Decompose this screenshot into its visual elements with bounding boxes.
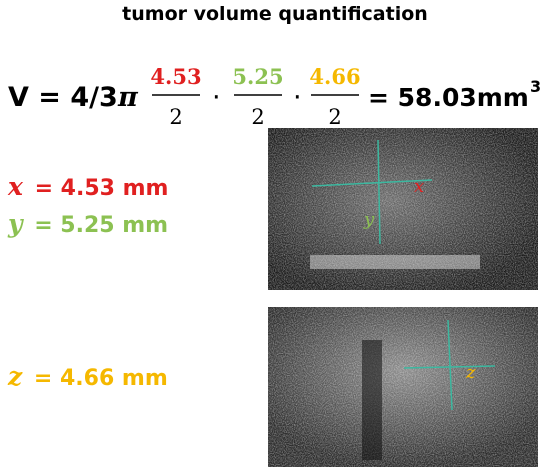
measurement: x = 4.53 mm <box>7 172 168 201</box>
formula-lhs: V = 4/3 <box>8 82 118 113</box>
measurement-text: = 5.25 mm <box>34 213 168 238</box>
numerator: 4.66 <box>309 64 360 89</box>
ultrasound-image: x y <box>268 128 538 290</box>
numerator: 5.25 <box>232 64 283 89</box>
image-label: z <box>465 362 476 383</box>
formula-result: = 58.03mm <box>368 83 529 112</box>
symbol: x <box>7 172 24 201</box>
image-label: x <box>414 176 424 197</box>
formula-exponent: 3 <box>530 77 541 96</box>
symbol: z <box>7 362 23 391</box>
ultrasound-image: z <box>268 307 538 467</box>
formula-pi: π <box>117 82 139 113</box>
measurement: y = 5.25 mm <box>7 209 168 238</box>
dot: · <box>212 82 221 113</box>
measurement-text: = 4.66 mm <box>34 366 168 391</box>
denominator: 2 <box>328 105 341 129</box>
numerator: 4.53 <box>150 64 201 89</box>
denominator: 2 <box>251 105 264 129</box>
image-label: y <box>363 209 375 230</box>
measurement-text: = 4.53 mm <box>35 176 169 201</box>
formula: V = 4/3 π 4.53 2 · 5.25 2 · 4.66 2 = 58.… <box>8 64 541 129</box>
denominator: 2 <box>169 105 182 129</box>
measurement: z = 4.66 mm <box>7 362 168 391</box>
measurements: x = 4.53 mm y = 5.25 mm z = 4.66 mm <box>7 172 168 391</box>
symbol: y <box>7 209 24 238</box>
dot: · <box>293 82 302 113</box>
title: tumor volume quantification <box>122 3 428 25</box>
